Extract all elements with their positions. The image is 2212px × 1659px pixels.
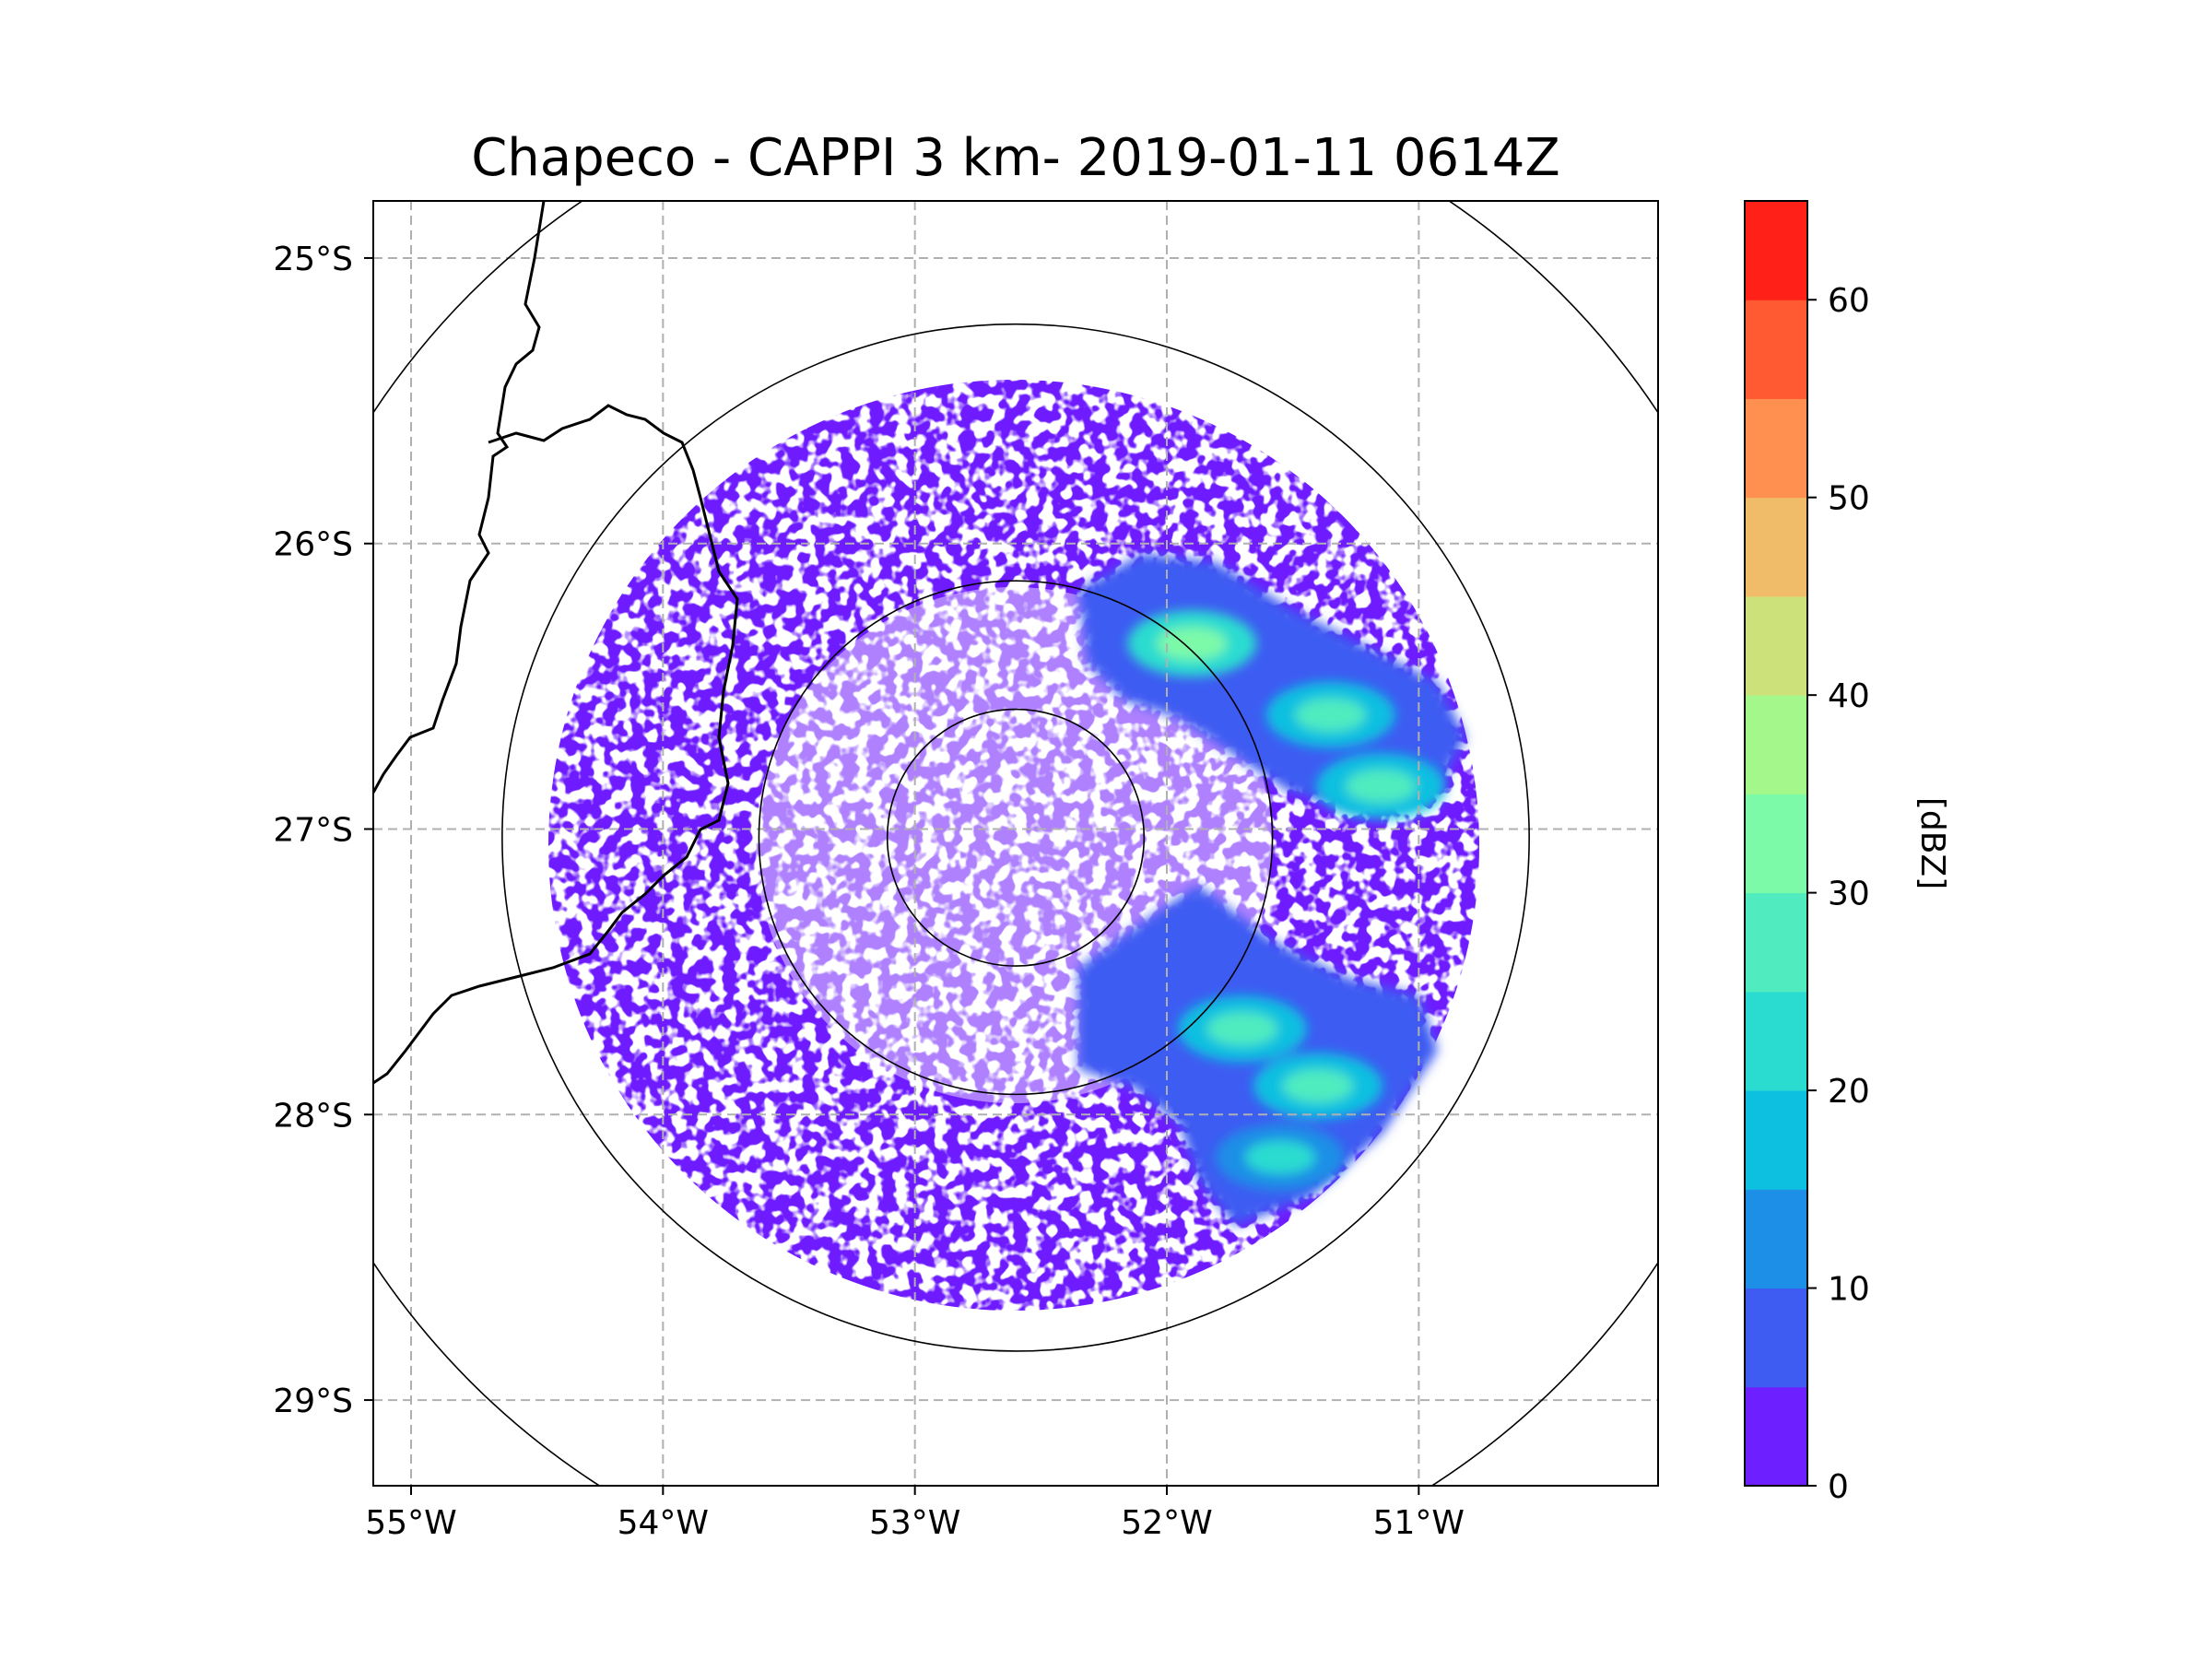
map-frame <box>372 200 1659 1487</box>
echo-cell-core <box>1245 1140 1315 1174</box>
range-ring <box>886 708 1146 967</box>
colorbar <box>1745 201 1807 1487</box>
range-ring <box>501 323 1530 1352</box>
echo-cell-core <box>1283 1069 1353 1103</box>
x-tick-label: 54°W <box>618 1504 709 1542</box>
x-tick-label: 55°W <box>365 1504 456 1542</box>
echo-cell-core <box>1346 770 1417 804</box>
echo-cell-core <box>1207 1012 1277 1046</box>
colorbar-segment <box>1745 892 1807 993</box>
colorbar-tick-label: 20 <box>1828 1073 1870 1111</box>
y-tick-label: 27°S <box>273 812 353 850</box>
colorbar-segment <box>1745 1090 1807 1190</box>
lat-lon-gridlines <box>373 201 1658 1486</box>
colorbar-tick-label: 0 <box>1828 1468 1849 1506</box>
echo-cell-core <box>1295 698 1366 732</box>
colorbar-segment <box>1745 398 1807 499</box>
colorbar-segment <box>1745 1189 1807 1289</box>
colorbar-tick-label: 60 <box>1828 282 1870 320</box>
colorbar-tick-label: 50 <box>1828 480 1870 518</box>
colorbar-segment <box>1745 991 1807 1091</box>
colorbar-segment <box>1745 794 1807 894</box>
political-boundaries <box>373 201 739 1085</box>
colorbar-segment <box>1745 1386 1807 1487</box>
colorbar-tick-label: 40 <box>1828 677 1870 715</box>
y-tick-label: 26°S <box>273 526 353 564</box>
y-tick-label: 29°S <box>273 1382 353 1420</box>
colorbar-segment <box>1745 497 1807 597</box>
y-axis-ticks: 25°S 26°S 27°S 28°S 29°S <box>273 241 373 1420</box>
x-axis-ticks: 55°W 54°W 53°W 52°W 51°W <box>365 1486 1465 1542</box>
colorbar-segment <box>1745 201 1807 300</box>
colorbar-segment <box>1745 595 1807 696</box>
colorbar-frame <box>1744 200 1808 1487</box>
colorbar-tick-label: 30 <box>1828 876 1870 913</box>
map-area <box>373 201 1658 1486</box>
x-tick-label: 51°W <box>1373 1504 1465 1542</box>
x-tick-label: 53°W <box>869 1504 960 1542</box>
colorbar-segment <box>1745 1288 1807 1388</box>
x-tick-label: 52°W <box>1121 1504 1212 1542</box>
state-border-paraguay-argentina <box>373 201 546 794</box>
chart-title: Chapeco - CAPPI 3 km- 2019-01-11 0614Z <box>471 128 1560 188</box>
colorbar-ticks: 0 10 20 30 40 50 60 <box>1807 282 1870 1506</box>
echo-cells <box>1127 610 1446 1191</box>
colorbar-label: [dBZ] <box>1913 797 1951 889</box>
y-tick-label: 25°S <box>273 241 353 278</box>
colorbar-tick-label: 10 <box>1828 1271 1870 1309</box>
colorbar-segment <box>1745 300 1807 399</box>
colorbar-segment <box>1745 695 1807 794</box>
state-border-santa-catarina <box>373 404 739 1085</box>
y-tick-label: 28°S <box>273 1097 353 1135</box>
range-rings <box>373 201 1658 1486</box>
range-ring <box>758 580 1274 1096</box>
